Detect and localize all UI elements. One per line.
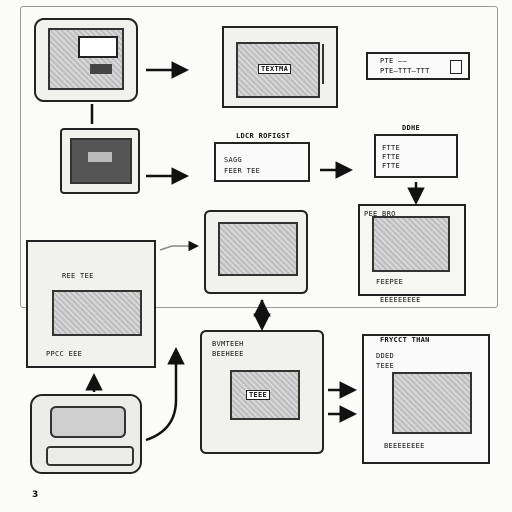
unit-c-icon [450, 60, 462, 74]
unit-c-line1: PTE —— [380, 57, 408, 65]
unit-c-line2: PTE—TTT—TTT [380, 67, 430, 75]
device-unit-l-tray [46, 446, 134, 466]
device-unit-i: REE TEE PPCC EEE [26, 240, 156, 368]
device-unit-h: PEE BRO FEEPEE [358, 204, 466, 296]
device-unit-j-screen: TEEE [230, 370, 300, 420]
unit-k-footer: BEEEEEEEE [384, 442, 425, 450]
device-unit-j: BVMTEEH BEEHEEE TEEE [200, 330, 324, 454]
unit-j-line1: BVMTEEH [212, 340, 244, 348]
unit-k-line1: DDED [376, 352, 395, 360]
device-unit-l [30, 394, 142, 474]
page-number: 3 [32, 490, 39, 500]
device-unit-a [34, 18, 138, 102]
device-unit-b-side [322, 44, 332, 84]
device-unit-l-top [50, 406, 126, 438]
unit-d-line2: FEER TEE [224, 167, 261, 175]
device-unit-a-display [78, 36, 118, 58]
unit-h-footer: EEEEEEEEE [380, 296, 421, 304]
unit-h-line1: PEE BRO [364, 210, 396, 218]
unit-h-line2: FEEPEE [376, 278, 404, 286]
unit-e-line3: FTTE [382, 162, 401, 170]
unit-g-label: REE TEE [62, 272, 94, 280]
unit-k-line2: TEEE [376, 362, 395, 370]
unit-g-footer: PPCC EEE [46, 350, 83, 358]
device-unit-f-panel [88, 152, 112, 162]
device-unit-e: FTTE FTTE FTTE [374, 134, 458, 178]
unit-d-header: LDCR ROFIGST [236, 132, 291, 140]
unit-d-line1: SAGG [224, 156, 243, 164]
device-unit-k-screen [392, 372, 472, 434]
device-unit-i-screen [52, 290, 142, 336]
unit-b-label: TEXTMA [258, 64, 292, 74]
device-unit-f [60, 128, 140, 194]
device-unit-c: PTE —— PTE—TTT—TTT [366, 52, 470, 80]
unit-e-line2: FTTE [382, 153, 401, 161]
unit-e-header: DDHE [402, 124, 421, 132]
device-unit-f-screen [70, 138, 132, 184]
unit-j-line2: BEEHEEE [212, 350, 244, 358]
device-unit-k: DDED TEEE BEEEEEEEE [362, 334, 490, 464]
device-unit-d: SAGG FEER TEE [214, 142, 310, 182]
device-unit-g [204, 210, 308, 294]
device-unit-h-screen [372, 216, 450, 272]
device-unit-a-screen [48, 28, 124, 90]
unit-j-inner: TEEE [246, 390, 271, 400]
device-unit-a-slot [90, 64, 112, 74]
device-unit-b: TEXTMA [222, 26, 338, 108]
device-unit-b-screen: TEXTMA [236, 42, 320, 98]
unit-e-line1: FTTE [382, 144, 401, 152]
unit-k-header: FRYCCT THAN [380, 336, 430, 344]
device-unit-g-screen [218, 222, 298, 276]
